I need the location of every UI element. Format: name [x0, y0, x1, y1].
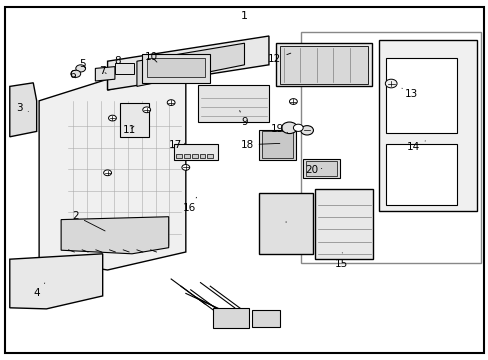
- Text: 15: 15: [334, 253, 347, 269]
- Bar: [259, 193, 312, 254]
- Bar: [315, 189, 372, 259]
- Bar: [146, 58, 205, 77]
- Circle shape: [300, 126, 313, 135]
- Bar: [259, 130, 295, 160]
- Text: 13: 13: [401, 88, 418, 99]
- Text: 6: 6: [69, 69, 76, 80]
- Polygon shape: [10, 83, 37, 137]
- Bar: [212, 308, 249, 328]
- Text: 16: 16: [183, 197, 196, 213]
- Bar: [198, 85, 268, 122]
- Bar: [386, 58, 456, 133]
- Text: 19: 19: [270, 123, 287, 134]
- Bar: [183, 154, 189, 158]
- Bar: [303, 159, 339, 178]
- Text: 20: 20: [305, 165, 321, 175]
- Bar: [251, 310, 280, 327]
- Polygon shape: [10, 254, 102, 309]
- Text: 2: 2: [72, 211, 105, 231]
- Circle shape: [289, 99, 297, 104]
- Circle shape: [108, 115, 116, 121]
- Bar: [386, 144, 456, 205]
- Bar: [191, 154, 197, 158]
- Text: 3: 3: [16, 103, 28, 113]
- Bar: [120, 103, 149, 137]
- Text: 10: 10: [145, 52, 158, 62]
- Text: 7: 7: [99, 66, 106, 76]
- Circle shape: [103, 170, 111, 176]
- Bar: [276, 43, 371, 86]
- Polygon shape: [61, 217, 168, 254]
- Bar: [300, 32, 480, 263]
- Polygon shape: [39, 72, 185, 270]
- Bar: [261, 131, 293, 158]
- Text: 1: 1: [241, 11, 247, 21]
- Bar: [279, 46, 367, 84]
- Circle shape: [281, 122, 297, 134]
- Text: 4: 4: [33, 283, 45, 298]
- Circle shape: [71, 70, 81, 77]
- Text: 14: 14: [406, 141, 425, 152]
- Bar: [176, 154, 182, 158]
- Polygon shape: [95, 67, 115, 81]
- Text: 8: 8: [114, 56, 121, 66]
- Text: 17: 17: [168, 140, 184, 150]
- Bar: [115, 63, 134, 74]
- Bar: [305, 161, 337, 176]
- Bar: [173, 144, 217, 160]
- Polygon shape: [107, 36, 268, 90]
- Circle shape: [385, 79, 396, 88]
- Text: 9: 9: [239, 111, 247, 127]
- Polygon shape: [137, 43, 244, 86]
- Text: 12: 12: [267, 53, 290, 64]
- Circle shape: [142, 107, 150, 113]
- Text: ·: ·: [284, 216, 287, 230]
- Circle shape: [167, 100, 175, 105]
- Circle shape: [182, 165, 189, 170]
- Text: 18: 18: [240, 140, 279, 150]
- Circle shape: [76, 65, 85, 72]
- Circle shape: [293, 124, 303, 131]
- Polygon shape: [378, 40, 476, 211]
- Text: 11: 11: [122, 125, 136, 135]
- Bar: [207, 154, 213, 158]
- Bar: [142, 54, 210, 83]
- Text: 5: 5: [79, 59, 85, 69]
- Bar: [199, 154, 205, 158]
